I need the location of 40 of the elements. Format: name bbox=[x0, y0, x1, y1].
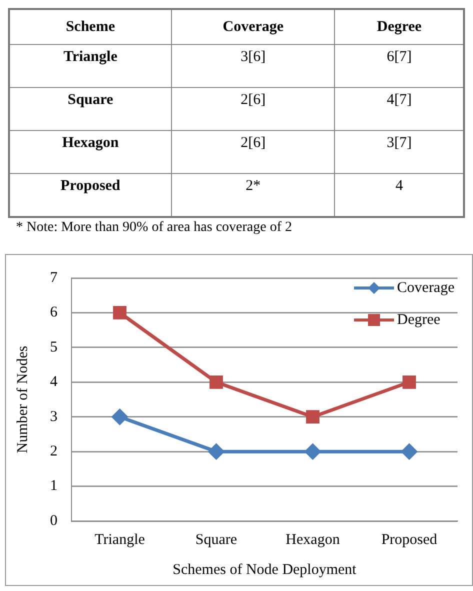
point bbox=[208, 444, 224, 460]
category-label: Triangle bbox=[63, 49, 118, 65]
text: * Note: More than 90% of area has coverage of 2 bbox=[16, 220, 294, 236]
category-label: Degree bbox=[334, 9, 464, 44]
category-label: Square bbox=[68, 92, 114, 108]
category-label: Hexagon bbox=[62, 135, 119, 151]
x-tick-label: Proposed bbox=[381, 532, 438, 548]
category-label: Scheme bbox=[9, 9, 172, 44]
point bbox=[113, 306, 126, 320]
y-tick-label: 3 bbox=[50, 408, 58, 425]
y-tick-label: 6 bbox=[50, 304, 58, 321]
x-tick-label: Hexagon bbox=[286, 532, 340, 548]
text: 3[6] bbox=[240, 49, 266, 65]
point bbox=[306, 410, 320, 424]
y-tick-label: 5 bbox=[50, 339, 58, 356]
text: 6[7] bbox=[386, 49, 412, 65]
y-tick-label: 7 bbox=[50, 270, 58, 286]
text: 4 bbox=[395, 178, 403, 194]
text: 2[6] bbox=[240, 92, 266, 108]
x-axis-title: Schemes of Node Deployment bbox=[172, 562, 358, 578]
text: 4[7] bbox=[386, 92, 412, 108]
point bbox=[305, 444, 320, 460]
text: 2* bbox=[246, 178, 261, 194]
y-tick-label: 2 bbox=[50, 444, 58, 460]
x-tick-label: Triangle bbox=[94, 532, 146, 548]
category-label: Coverage bbox=[171, 9, 335, 44]
y-tick-label: 0 bbox=[50, 512, 58, 529]
point bbox=[402, 444, 417, 460]
text: 3[7] bbox=[386, 135, 412, 151]
category-label: Proposed bbox=[60, 178, 120, 194]
text: 2[6] bbox=[240, 135, 266, 151]
x-tick-label: Square bbox=[195, 532, 238, 548]
point bbox=[112, 409, 128, 425]
legend-label: Degree bbox=[397, 312, 441, 328]
point bbox=[402, 375, 416, 389]
y-tick-label: 4 bbox=[50, 374, 58, 390]
point bbox=[210, 375, 223, 389]
legend-label: Coverage bbox=[397, 280, 455, 296]
y-axis-title: Number of Nodes bbox=[14, 346, 31, 454]
y-tick-label: 1 bbox=[50, 478, 58, 494]
